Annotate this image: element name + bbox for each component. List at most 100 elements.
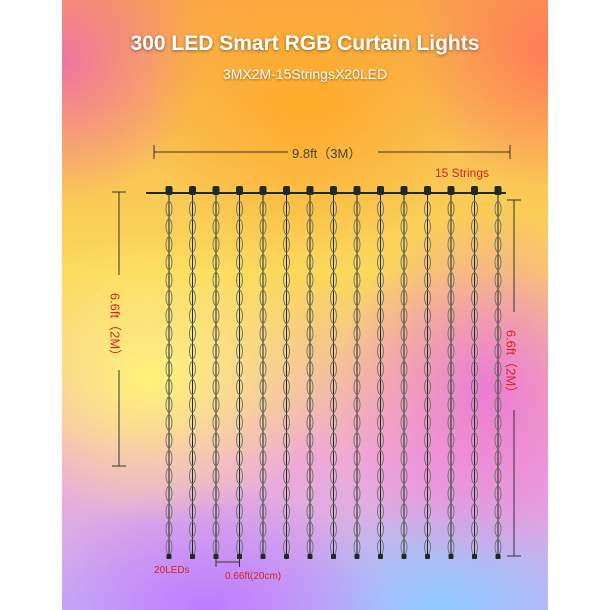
led-bead: [236, 467, 243, 484]
led-bead: [165, 254, 173, 271]
led-bead: [494, 450, 502, 467]
led-bead: [165, 200, 173, 217]
led-bead: [283, 521, 290, 538]
led-bead: [400, 289, 408, 306]
led-bead: [377, 467, 384, 484]
led-bead: [212, 325, 220, 342]
led-bead: [377, 396, 384, 413]
led-bead: [494, 254, 502, 271]
led-bead: [353, 503, 361, 520]
led-bead: [212, 361, 220, 378]
led-bead: [471, 396, 478, 413]
led-bead: [400, 218, 408, 235]
led-bead: [212, 396, 220, 413]
led-bead: [165, 432, 173, 449]
led-bead: [283, 432, 290, 449]
led-bead: [212, 414, 220, 431]
led-bead: [259, 343, 267, 360]
led-bead: [165, 272, 173, 289]
led-bead: [212, 289, 220, 306]
led-bead: [259, 414, 267, 431]
led-bead: [236, 432, 243, 449]
led-bead: [330, 361, 337, 378]
led-bead: [330, 396, 337, 413]
led-bead: [471, 432, 478, 449]
led-bead: [424, 485, 431, 502]
led-bead: [424, 521, 431, 538]
led-bead: [259, 361, 267, 378]
led-bead: [424, 236, 431, 253]
led-bead: [494, 343, 502, 360]
led-bead: [447, 485, 455, 502]
led-bead: [283, 289, 290, 306]
led-bead: [471, 450, 478, 467]
led-bead: [306, 521, 314, 538]
led-bead: [306, 450, 314, 467]
led-bead: [400, 450, 408, 467]
led-bead: [330, 432, 337, 449]
led-bead: [236, 218, 243, 235]
led-bead: [189, 432, 196, 449]
led-bead: [447, 450, 455, 467]
led-bead: [494, 467, 502, 484]
led-bead: [236, 503, 243, 520]
led-bead: [353, 467, 361, 484]
led-bead: [400, 343, 408, 360]
led-bead: [353, 485, 361, 502]
led-bead: [212, 218, 220, 235]
led-bead: [189, 361, 196, 378]
led-bead: [306, 396, 314, 413]
led-bead: [494, 218, 502, 235]
led-bead: [471, 218, 478, 235]
led-bead: [306, 289, 314, 306]
led-bead: [471, 503, 478, 520]
led-bead: [447, 343, 455, 360]
led-bead: [424, 503, 431, 520]
led-bead: [165, 218, 173, 235]
led-bead: [189, 236, 196, 253]
led-bead: [377, 450, 384, 467]
led-bead: [306, 272, 314, 289]
led-bead: [353, 254, 361, 271]
led-bead: [330, 307, 337, 324]
led-bead: [212, 378, 220, 395]
led-bead: [189, 343, 196, 360]
led-bead: [283, 396, 290, 413]
led-bead: [377, 343, 384, 360]
led-bead: [165, 450, 173, 467]
led-bead: [377, 485, 384, 502]
led-bead: [471, 485, 478, 502]
string-end-cap: [448, 554, 454, 559]
led-bead: [189, 272, 196, 289]
led-bead: [212, 307, 220, 324]
led-bead: [494, 485, 502, 502]
led-bead: [353, 200, 361, 217]
led-bead: [236, 485, 243, 502]
led-bead: [377, 307, 384, 324]
led-bead: [283, 325, 290, 342]
led-bead: [494, 503, 502, 520]
led-bead: [283, 218, 290, 235]
led-bead: [283, 450, 290, 467]
string-end-cap: [472, 554, 477, 559]
led-bead: [377, 218, 384, 235]
led-bead: [447, 254, 455, 271]
led-bead: [377, 521, 384, 538]
led-bead: [330, 272, 337, 289]
led-bead: [353, 450, 361, 467]
led-bead: [306, 307, 314, 324]
led-bead: [447, 396, 455, 413]
led-bead: [212, 485, 220, 502]
led-bead: [424, 378, 431, 395]
led-bead: [377, 272, 384, 289]
led-bead: [447, 361, 455, 378]
led-bead: [259, 521, 267, 538]
led-bead: [424, 467, 431, 484]
string-end-cap: [260, 554, 266, 559]
led-bead: [424, 218, 431, 235]
led-bead: [283, 378, 290, 395]
led-bead: [353, 414, 361, 431]
string-end-cap: [401, 554, 407, 559]
led-bead: [353, 272, 361, 289]
led-bead: [377, 503, 384, 520]
